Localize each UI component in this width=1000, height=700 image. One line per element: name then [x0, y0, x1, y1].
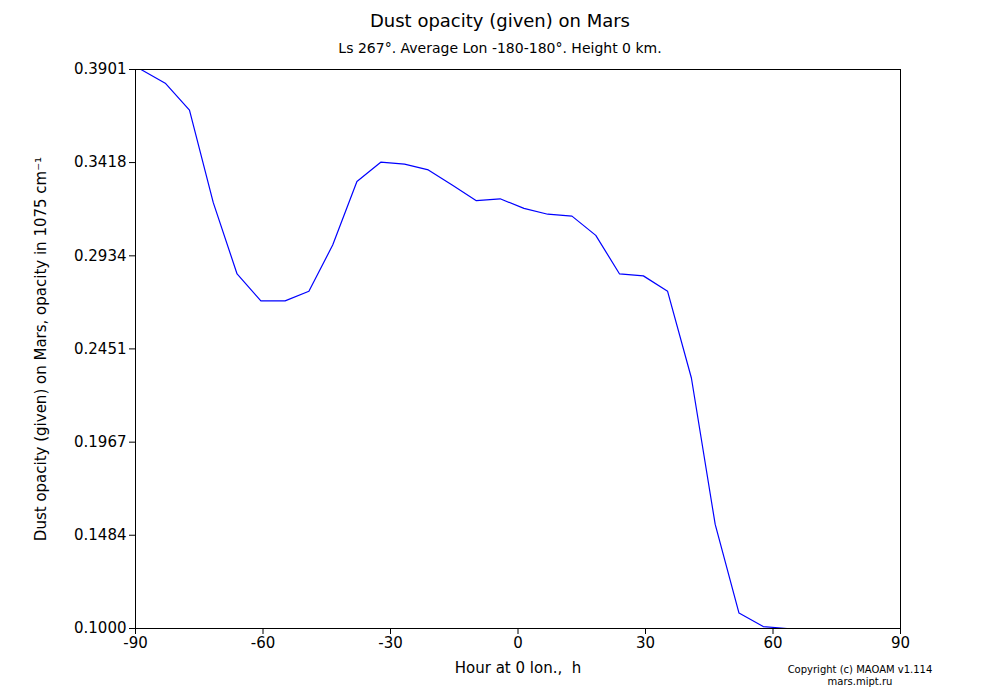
svg-text:30: 30 [636, 634, 655, 652]
svg-text:0.1967: 0.1967 [74, 433, 127, 451]
svg-text:90: 90 [891, 634, 910, 652]
svg-text:0.2934: 0.2934 [74, 247, 127, 265]
html-text:mars.mipt.ru: mars.mipt.ru [827, 676, 893, 687]
svg-text:0.3418: 0.3418 [74, 153, 127, 171]
html-text:Copyright (c) MAOAM v1.114: Copyright (c) MAOAM v1.114 [787, 664, 933, 675]
svg-text:-60: -60 [251, 634, 276, 652]
svg-text:Hour at 0 lon., h: Hour at 0 lon., h [455, 659, 581, 677]
svg-text:-30: -30 [378, 634, 403, 652]
svg-text:-90: -90 [123, 634, 148, 652]
svg-text:0.3901: 0.3901 [74, 60, 127, 78]
svg-text:0.1484: 0.1484 [74, 526, 127, 544]
svg-text:0.2451: 0.2451 [74, 340, 127, 358]
svg-text:60: 60 [763, 634, 782, 652]
html-text:Dust opacity (given) on Mars: Dust opacity (given) on Mars [370, 10, 630, 31]
svg-text:0: 0 [513, 634, 523, 652]
svg-text:Dust opacity (given) on Mars,: Dust opacity (given) on Mars, opacity in… [32, 157, 50, 541]
svg-text:0.1000: 0.1000 [74, 619, 127, 637]
html-text:Ls 267°. Average Lon -180-180°: Ls 267°. Average Lon -180-180°. Height 0… [338, 40, 662, 56]
